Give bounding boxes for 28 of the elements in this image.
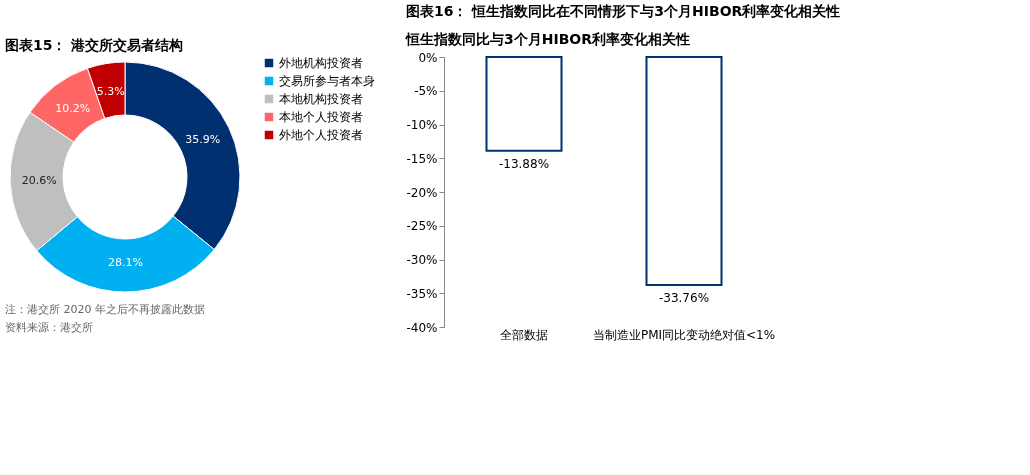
data-label: -13.88% xyxy=(498,156,550,171)
y-tick-label: -10% xyxy=(406,118,438,132)
legend-label: 交易所参与者本身 xyxy=(279,74,375,88)
data-label: 28.1% xyxy=(108,256,144,269)
x-tick-label: 全部数据 xyxy=(500,327,548,342)
y-tick-label: -15% xyxy=(406,151,438,166)
y-tick-label: -5% xyxy=(414,84,438,99)
y-tick-label: -25% xyxy=(406,219,438,234)
text: 注：港交所 2020 年之后不再披露此数据 xyxy=(5,303,205,316)
y-tick-label: 0% xyxy=(418,50,438,65)
y-tick-label: -20% xyxy=(406,185,438,200)
legend-label: 本地个人投资者 xyxy=(279,110,363,124)
legend-label: 本地机构投资者 xyxy=(279,92,363,106)
legend-label: 外地个人投资者 xyxy=(279,128,363,142)
data-label: -33.76% xyxy=(658,290,710,305)
text: 资料来源：港交所 xyxy=(5,321,93,334)
data-label: 20.6% xyxy=(21,174,57,188)
data-label: 35.9% xyxy=(185,133,221,147)
x-tick-label: 当制造业PMI同比变动绝对值<1% xyxy=(592,327,776,342)
y-tick-label: -30% xyxy=(406,253,438,267)
data-label: 5.3% xyxy=(96,85,125,99)
legend-label: 外地机构投资者 xyxy=(279,56,363,70)
chart-title: 图表16： 恒生指数同比在不同情形下与3个月HIBOR利率变化相关性 xyxy=(406,3,841,19)
chart-subtitle: 恒生指数同比与3个月HIBOR利率变化相关性 xyxy=(405,31,691,47)
y-tick-label: -40% xyxy=(406,320,438,335)
chart-title: 图表15： 港交所交易者结构 xyxy=(5,37,184,53)
y-tick-label: -35% xyxy=(406,286,438,301)
data-label: 10.2% xyxy=(55,101,91,115)
